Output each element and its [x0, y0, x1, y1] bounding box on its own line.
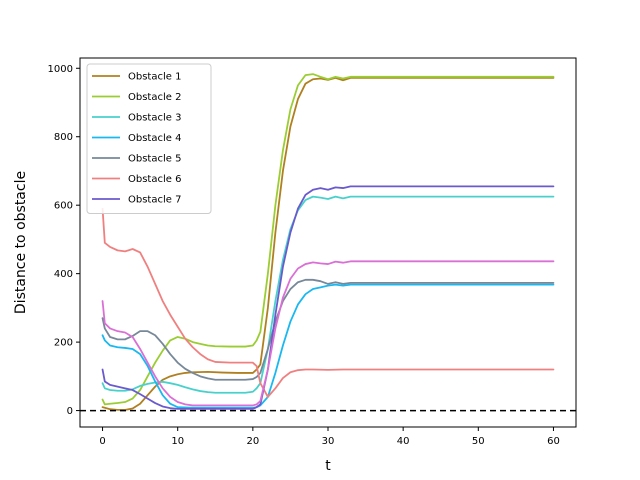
legend-label: Obstacle 5 — [128, 154, 181, 165]
y-tick-label: 400 — [54, 269, 73, 280]
series-line-3 — [101, 195, 555, 394]
x-tick-label: 40 — [397, 436, 410, 447]
y-tick-label: 200 — [54, 338, 73, 349]
x-axis-label: t — [325, 458, 331, 474]
y-axis-ticks: 0 200 400 600 800 1000 — [48, 64, 80, 417]
series-line-5 — [101, 278, 555, 381]
series-line-7 — [101, 185, 555, 410]
y-tick-label: 0 — [67, 406, 73, 417]
legend-label: Obstacle 7 — [128, 195, 181, 206]
series-layer — [101, 73, 555, 411]
x-tick-label: 10 — [171, 436, 184, 447]
y-tick-label: 600 — [54, 201, 73, 212]
x-tick-label: 60 — [547, 436, 560, 447]
legend-label: Obstacle 4 — [128, 133, 181, 144]
series-line-6 — [101, 207, 555, 398]
series-line-8 — [101, 260, 555, 407]
y-tick-label: 1000 — [48, 64, 73, 75]
legend-box — [86, 63, 212, 214]
y-tick-label: 800 — [54, 132, 73, 143]
x-tick-label: 50 — [472, 436, 485, 447]
x-tick-label: 30 — [322, 436, 335, 447]
legend-label: Obstacle 6 — [128, 174, 181, 185]
legend-label: Obstacle 3 — [128, 113, 181, 124]
series-line-2 — [101, 73, 555, 406]
y-axis-label: Distance to obstacle — [13, 171, 29, 314]
legend-label: Obstacle 1 — [128, 72, 181, 83]
x-axis-ticks: 0 10 20 30 40 50 60 — [99, 427, 560, 447]
legend-label: Obstacle 2 — [128, 92, 181, 103]
x-tick-label: 0 — [99, 436, 105, 447]
legend: Obstacle 1 Obstacle 2 Obstacle 3 Obstacle 4… — [86, 63, 212, 214]
x-tick-label: 20 — [246, 436, 259, 447]
